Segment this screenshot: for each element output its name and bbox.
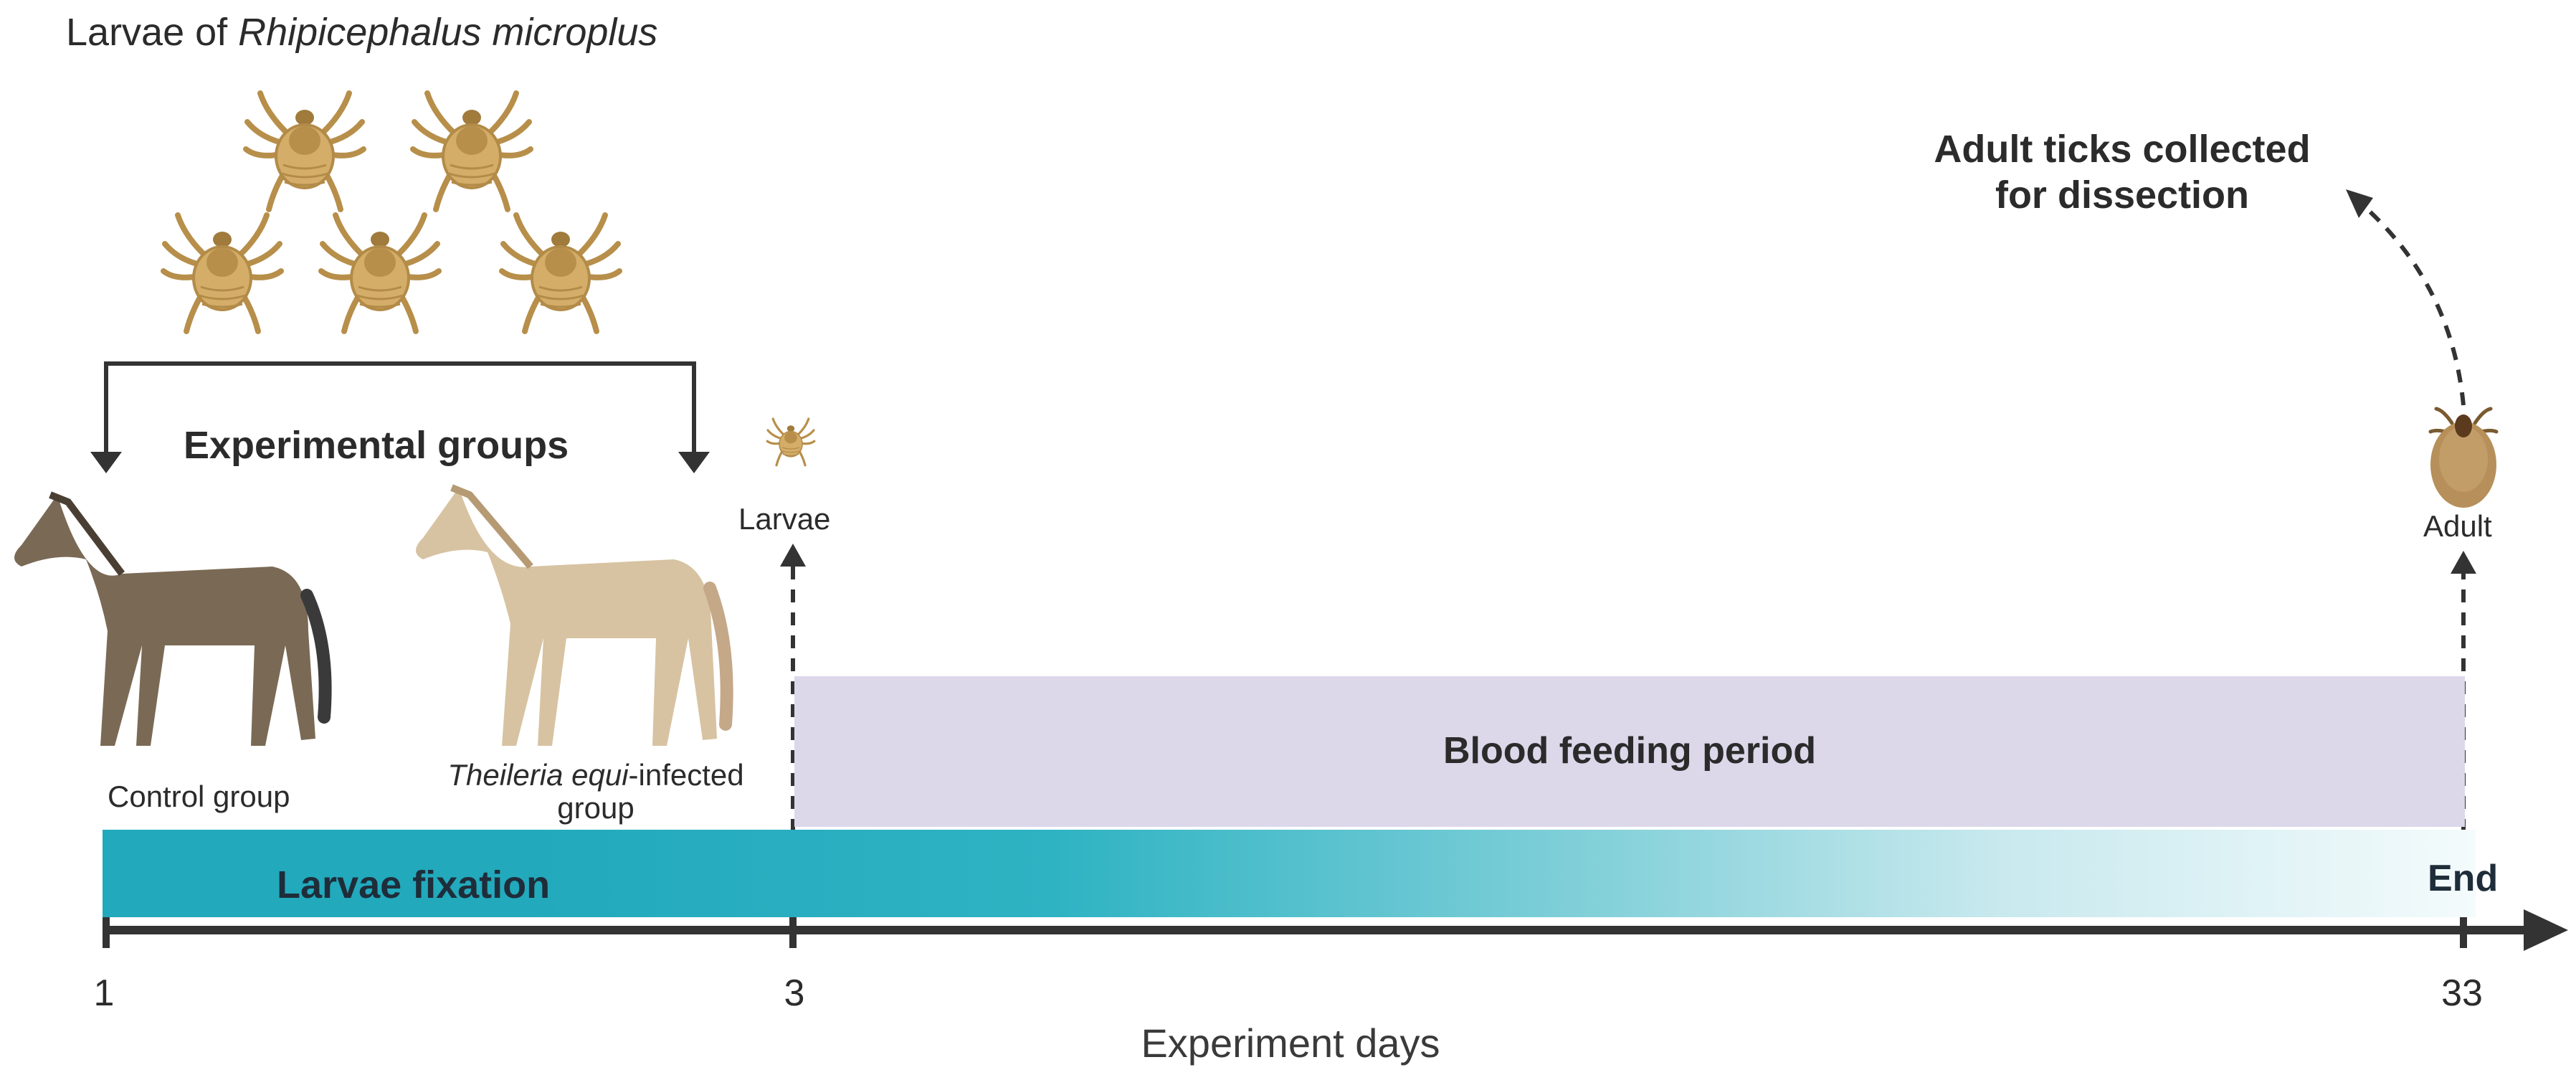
control-group-label: Control group <box>108 780 290 813</box>
x-axis-label: Experiment days <box>1141 1020 1440 1066</box>
arrow-up-icon <box>780 544 806 567</box>
arrow-up-icon <box>2451 551 2476 574</box>
adult-stage-label: Adult <box>2423 509 2492 543</box>
end-label: End <box>2428 858 2499 899</box>
timeline-arrowhead <box>2524 909 2568 951</box>
blood-feeding-band <box>794 676 2465 827</box>
title-prefix: Larvae of <box>66 11 239 54</box>
larva-tick-icon <box>163 215 281 331</box>
tick-label-day-3: 3 <box>784 972 805 1014</box>
larva-tick-icon <box>502 215 619 331</box>
larva-tick-icon <box>413 93 531 209</box>
tick-label-day-33: 33 <box>2441 972 2483 1014</box>
small-larva-icon <box>766 417 816 467</box>
arrow-down-icon <box>678 452 710 473</box>
adult-tick-icon <box>2428 407 2499 508</box>
arrow-icon <box>2346 189 2373 218</box>
experimental-groups-heading: Experimental groups <box>184 424 569 467</box>
larvae-stage-label: Larvae <box>738 502 831 536</box>
larvae-fixation-label: Larvae fixation <box>277 863 551 906</box>
larva-tick-icon <box>246 93 363 209</box>
tick-label-day-1: 1 <box>93 972 115 1014</box>
larvae-fixation-band <box>103 830 2476 917</box>
collection-curved-arrow <box>2364 206 2466 406</box>
infected-group-label: Theileria equi-infected group <box>447 758 744 825</box>
arrow-down-icon <box>90 452 122 473</box>
diagram-title: Larvae of Rhipicephalus microplus <box>66 10 657 55</box>
larva-tick-icon <box>321 215 439 331</box>
collection-note: Adult ticks collected for dissection <box>1934 128 2311 217</box>
control-horse-icon <box>14 491 332 746</box>
infected-horse-icon <box>416 484 733 746</box>
blood-feeding-label: Blood feeding period <box>1443 730 1816 772</box>
groups-bracket <box>104 361 696 459</box>
title-species: Rhipicephalus microplus <box>238 11 658 54</box>
